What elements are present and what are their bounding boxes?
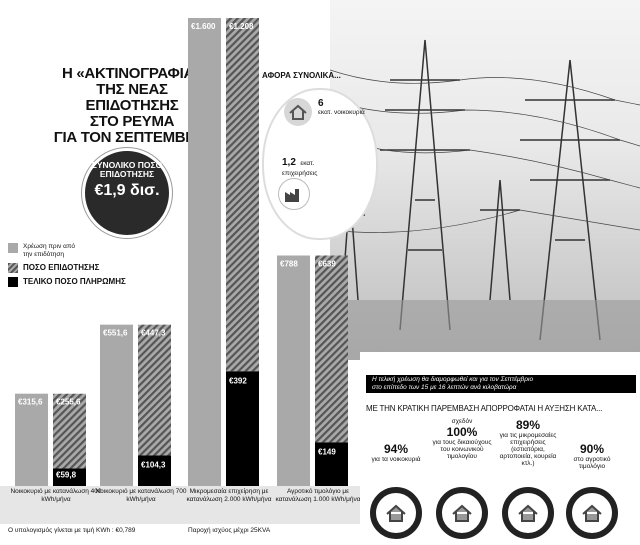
bar-label-final: €59,8 bbox=[56, 471, 77, 480]
bar-label-pre: €551,6 bbox=[103, 329, 128, 338]
total-value: €1,9 δισ. bbox=[94, 182, 160, 199]
bar-label-pre: €788 bbox=[280, 260, 298, 269]
bar-subsidy bbox=[315, 255, 348, 443]
bar-label-pre: €315,6 bbox=[18, 398, 43, 407]
legend-item-hatch: ΠΟΣΟ ΕΠΙΔΟΤΗΣΗΣ bbox=[8, 263, 126, 273]
bar-label-final: €149 bbox=[318, 447, 336, 456]
absorb-percent: 89% bbox=[515, 418, 541, 432]
category-label: Νοικοκυριό με κατανάλωση 400 kWh/μήνα bbox=[10, 488, 102, 503]
business-unit: εκατ. bbox=[300, 160, 315, 167]
absorb-item: 90% στο αγροτικό τιμολόγιο bbox=[562, 442, 622, 470]
bar-pre-subsidy bbox=[277, 255, 310, 486]
page-title: Η «ΑΚΤΙΝΟΓΡΑΦΙΑ» ΤΗΣ ΝΕΑΣ ΕΠΙΔΟΤΗΣΗΣ ΣΤΟ… bbox=[52, 66, 212, 146]
final-charge-banner: Η τελική χρέωση θα διαμορφωθεί και για τ… bbox=[366, 375, 636, 393]
bar-label-subsidy: €1.208 bbox=[229, 22, 254, 31]
shop-icon bbox=[502, 487, 554, 539]
absorb-text: στο αγροτικό τιμολόγιο bbox=[573, 456, 611, 470]
total-label: ΣΥΝΟΛΙΚΟ ΠΟΣΟ ΕΠΙΔΟΤΗΣΗΣ bbox=[91, 160, 163, 179]
category-label: Αγροτικό τιμολόγιο με κατανάλωση 1.000 k… bbox=[275, 488, 361, 503]
house-icon bbox=[284, 98, 312, 126]
bar-pre-subsidy bbox=[15, 393, 48, 486]
bar-label-subsidy: €255,6 bbox=[56, 398, 81, 407]
absorb-text: για τα νοικοκυριά bbox=[371, 456, 421, 463]
bar-final bbox=[53, 468, 86, 486]
absorb-item: 89% για τις μικρομεσαίες επιχειρήσεις (εσ… bbox=[498, 418, 558, 467]
affects-title: ΑΦΟΡΑ ΣΥΝΟΛΙΚΑ... bbox=[262, 71, 341, 80]
absorb-item: σχεδόν 100% για τους δικαιούχους του κοινω… bbox=[432, 418, 492, 460]
banner-line: Η τελική χρέωση θα διαμορφωθεί και για τ… bbox=[372, 376, 534, 383]
bar-label-pre: €1.600 bbox=[191, 22, 216, 31]
absorb-percent: 90% bbox=[579, 442, 605, 456]
people-icon bbox=[436, 487, 488, 539]
legend-swatch bbox=[8, 263, 18, 273]
title-line: ΤΗΣ ΝΕΑΣ ΕΠΙΔΟΤΗΣΗΣ bbox=[85, 81, 179, 114]
bar-final bbox=[315, 442, 348, 486]
bar-final bbox=[226, 371, 259, 486]
bar-subsidy bbox=[226, 18, 259, 372]
title-line: ΓΙΑ ΤΟΝ ΣΕΠΤΕΜΒΡΙΟ bbox=[53, 129, 211, 146]
legend-swatch bbox=[8, 277, 18, 287]
banner-line: στο επίπεδο των 15 με 16 λεπτών ανά κιλο… bbox=[372, 384, 517, 391]
factory-icon bbox=[278, 178, 310, 210]
footnote-power: Παροχή ισχύος μέχρι 25KVA bbox=[188, 527, 271, 534]
absorb-text: για τους δικαιούχους του κοινωνικού τιμο… bbox=[432, 439, 492, 460]
bar-subsidy bbox=[138, 324, 171, 456]
absorb-heading: ΜΕ ΤΗΝ ΚΡΑΤΙΚΗ ΠΑΡΕΜΒΑΣΗ ΑΠΟΡΡΟΦΑΤΑΙ Η Α… bbox=[366, 404, 603, 413]
chart-legend: Χρέωση πριν από την επιδότηση ΠΟΣΟ ΕΠΙΔΟ… bbox=[8, 243, 126, 291]
house-icon bbox=[370, 487, 422, 539]
bar-label-subsidy: €639 bbox=[318, 260, 336, 269]
business-count: 1,2 bbox=[282, 157, 296, 168]
bar-subsidy bbox=[53, 393, 86, 469]
absorb-prefix: σχεδόν bbox=[451, 418, 473, 425]
bar-final bbox=[138, 455, 171, 486]
legend-item-black: ΤΕΛΙΚΟ ΠΟΣΟ ΠΛΗΡΩΜΗΣ bbox=[8, 277, 126, 287]
bar-pre-subsidy bbox=[188, 18, 221, 486]
legend-item-grey: Χρέωση πριν από την επιδότηση bbox=[8, 243, 126, 259]
legend-label: Χρέωση πριν από την επιδότηση bbox=[23, 243, 75, 258]
affects-bubble: 6 εκατ. νοικοκυριά 1,2 εκατ. επιχειρήσει… bbox=[262, 88, 378, 240]
legend-label: ΤΕΛΙΚΟ ΠΟΣΟ ΠΛΗΡΩΜΗΣ bbox=[23, 277, 126, 286]
legend-swatch bbox=[8, 243, 18, 253]
absorb-item: 94% για τα νοικοκυριά bbox=[366, 442, 426, 463]
bar-label-subsidy: €447,3 bbox=[141, 329, 166, 338]
bar-label-final: €104,3 bbox=[141, 460, 166, 469]
absorb-percent: 100% bbox=[446, 425, 478, 439]
title-line: Η «ΑΚΤΙΝΟΓΡΑΦΙΑ» bbox=[61, 65, 203, 82]
power-lines-photo bbox=[329, 0, 640, 360]
bar-label-final: €392 bbox=[229, 376, 247, 385]
footnote: Ο υπολογισμός γίνεται με τιμή KWh : €0,7… bbox=[8, 527, 136, 534]
business-text: επιχειρήσεις bbox=[282, 170, 318, 177]
absorb-percent: 94% bbox=[383, 442, 409, 456]
absorb-text: για τις μικρομεσαίες επιχειρήσεις (εστια… bbox=[499, 432, 557, 467]
category-label: Μικρομεσαία επιχείρηση με κατανάλωση 2.0… bbox=[186, 488, 272, 503]
households-count: 6 bbox=[318, 98, 324, 109]
households-text: εκατ. νοικοκυριά bbox=[318, 109, 365, 116]
total-subsidy-badge: ΣΥΝΟΛΙΚΟ ΠΟΣΟ ΕΠΙΔΟΤΗΣΗΣ €1,9 δισ. bbox=[82, 148, 172, 238]
tractor-icon bbox=[566, 487, 618, 539]
legend-label: ΠΟΣΟ ΕΠΙΔΟΤΗΣΗΣ bbox=[23, 263, 100, 272]
title-line: ΣΤΟ ΡΕΥΜΑ bbox=[89, 113, 175, 130]
bar-pre-subsidy bbox=[100, 324, 133, 486]
category-label: Νοικοκυριό με κατανάλωση 700 kWh/μήνα bbox=[95, 488, 187, 503]
